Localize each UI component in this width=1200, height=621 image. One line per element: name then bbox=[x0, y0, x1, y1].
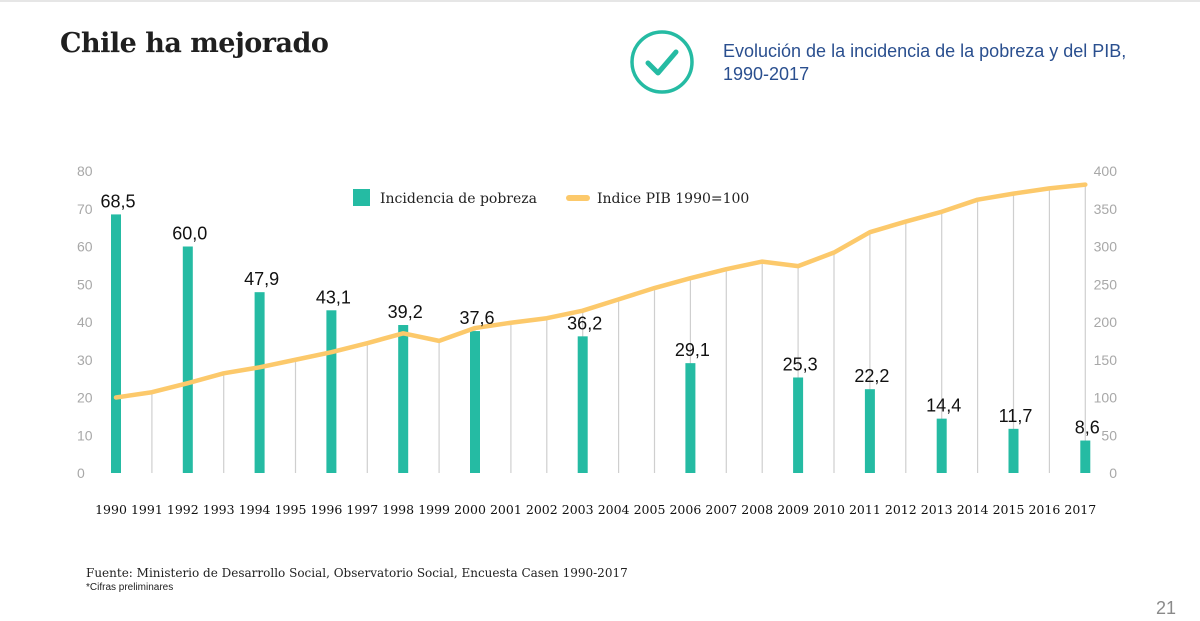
x-axis-tick: 2000 bbox=[454, 502, 486, 517]
bar-poverty-2017 bbox=[1080, 440, 1091, 473]
bar-poverty-2006 bbox=[685, 363, 696, 473]
data-label-1998: 39,2 bbox=[388, 302, 423, 322]
x-axis-tick: 1998 bbox=[382, 502, 414, 517]
data-label-2003: 36,2 bbox=[567, 313, 602, 333]
data-label-2017: 8,6 bbox=[1075, 418, 1100, 438]
x-axis-tick: 1999 bbox=[418, 502, 450, 517]
x-axis-tick: 1995 bbox=[275, 502, 307, 517]
bar-poverty-2015 bbox=[1008, 428, 1019, 473]
legend-swatch-gdp bbox=[566, 195, 590, 201]
data-label-1992: 60,0 bbox=[172, 224, 207, 244]
check-circle-outline bbox=[630, 30, 694, 94]
top-divider bbox=[0, 0, 1200, 2]
x-axis-tick: 1996 bbox=[310, 502, 342, 517]
x-axis-tick: 2007 bbox=[705, 502, 737, 517]
left-axis-tick: 10 bbox=[77, 427, 93, 443]
data-label-2000: 37,6 bbox=[459, 308, 494, 328]
x-axis-tick: 2001 bbox=[490, 502, 522, 517]
left-axis-tick: 30 bbox=[77, 352, 93, 368]
source-note: Fuente: Ministerio de Desarrollo Social,… bbox=[86, 566, 628, 580]
x-axis-tick: 2011 bbox=[849, 502, 881, 517]
bar-poverty-1992 bbox=[182, 246, 193, 473]
x-axis-tick: 2013 bbox=[921, 502, 953, 517]
bar-poverty-1996 bbox=[326, 310, 337, 473]
check-circle-icon bbox=[630, 30, 694, 94]
left-axis-tick: 70 bbox=[77, 201, 93, 217]
x-axis-tick: 2003 bbox=[562, 502, 594, 517]
chart-subtitle: Evolución de la incidencia de la pobreza… bbox=[723, 41, 1127, 84]
x-axis-tick: 1997 bbox=[346, 502, 378, 517]
data-label-2006: 29,1 bbox=[675, 340, 710, 360]
x-axis-tick: 1993 bbox=[203, 502, 235, 517]
data-label-2015: 11,7 bbox=[999, 406, 1033, 426]
data-label-1990: 68,5 bbox=[100, 191, 135, 211]
bar-poverty-2011 bbox=[864, 389, 875, 473]
x-axis-tick: 2015 bbox=[993, 502, 1025, 517]
data-label-1994: 47,9 bbox=[244, 269, 279, 289]
data-label-1996: 43,1 bbox=[316, 287, 351, 307]
x-axis-tick: 2017 bbox=[1064, 502, 1096, 517]
x-axis-tick: 1991 bbox=[131, 502, 163, 517]
right-axis-tick: 350 bbox=[1094, 201, 1118, 217]
x-axis-tick: 2014 bbox=[957, 502, 989, 517]
x-axis-tick: 1992 bbox=[167, 502, 199, 517]
data-label-2011: 22,2 bbox=[854, 366, 889, 386]
right-axis-tick: 50 bbox=[1101, 427, 1117, 443]
x-axis-tick: 2005 bbox=[634, 502, 666, 517]
bar-poverty-2000 bbox=[470, 331, 480, 473]
x-axis-tick: 1990 bbox=[95, 502, 127, 517]
x-axis-tick: 2009 bbox=[777, 502, 809, 517]
bar-poverty-2013 bbox=[936, 418, 947, 473]
x-axis-tick: 2016 bbox=[1028, 502, 1060, 517]
right-axis-tick: 0 bbox=[1109, 465, 1117, 481]
bar-poverty-2009 bbox=[793, 377, 804, 473]
page-number: 21 bbox=[1156, 598, 1177, 618]
legend-swatch-poverty bbox=[353, 189, 370, 206]
bar-poverty-1990 bbox=[111, 214, 121, 473]
legend-label-poverty: Incidencia de pobreza bbox=[380, 191, 537, 207]
left-axis-tick: 60 bbox=[77, 239, 93, 255]
page-title: Chile ha mejorado bbox=[60, 28, 329, 59]
poverty-gdp-chart: 0 10 20 30 40 50 60 70 80 0 50 100 150 200 250 300 350 40… bbox=[77, 163, 1118, 517]
x-axis-tick: 2012 bbox=[885, 502, 917, 517]
x-axis-tick: 1994 bbox=[239, 502, 271, 517]
check-mark bbox=[645, 49, 679, 76]
left-axis-tick: 40 bbox=[77, 314, 93, 330]
line-gdp-index bbox=[113, 182, 1088, 400]
left-axis-tick: 50 bbox=[77, 276, 93, 292]
x-axis-tick: 2004 bbox=[598, 502, 630, 517]
x-axis-tick: 2006 bbox=[669, 502, 701, 517]
left-axis-tick: 20 bbox=[77, 390, 93, 406]
right-axis-tick: 200 bbox=[1094, 314, 1118, 330]
right-axis-tick: 400 bbox=[1094, 163, 1118, 179]
right-axis-tick: 150 bbox=[1094, 352, 1118, 368]
x-axis-tick: 2010 bbox=[813, 502, 845, 517]
bar-poverty-2003 bbox=[577, 336, 588, 473]
data-label-2009: 25,3 bbox=[783, 354, 818, 374]
right-axis-tick: 250 bbox=[1094, 276, 1118, 292]
bar-poverty-1998 bbox=[398, 325, 409, 473]
bar-poverty-1994 bbox=[254, 292, 265, 473]
right-axis-tick: 100 bbox=[1094, 390, 1118, 406]
left-axis-tick: 80 bbox=[77, 163, 93, 179]
legend-label-gdp: Indice PIB 1990=100 bbox=[597, 191, 749, 207]
data-label-2013: 14,4 bbox=[926, 396, 961, 416]
right-axis-tick: 300 bbox=[1094, 239, 1118, 255]
x-axis-tick: 2002 bbox=[526, 502, 558, 517]
x-axis-tick: 2008 bbox=[741, 502, 773, 517]
left-axis-tick: 0 bbox=[77, 465, 85, 481]
preliminary-note: *Cifras preliminares bbox=[86, 582, 174, 593]
